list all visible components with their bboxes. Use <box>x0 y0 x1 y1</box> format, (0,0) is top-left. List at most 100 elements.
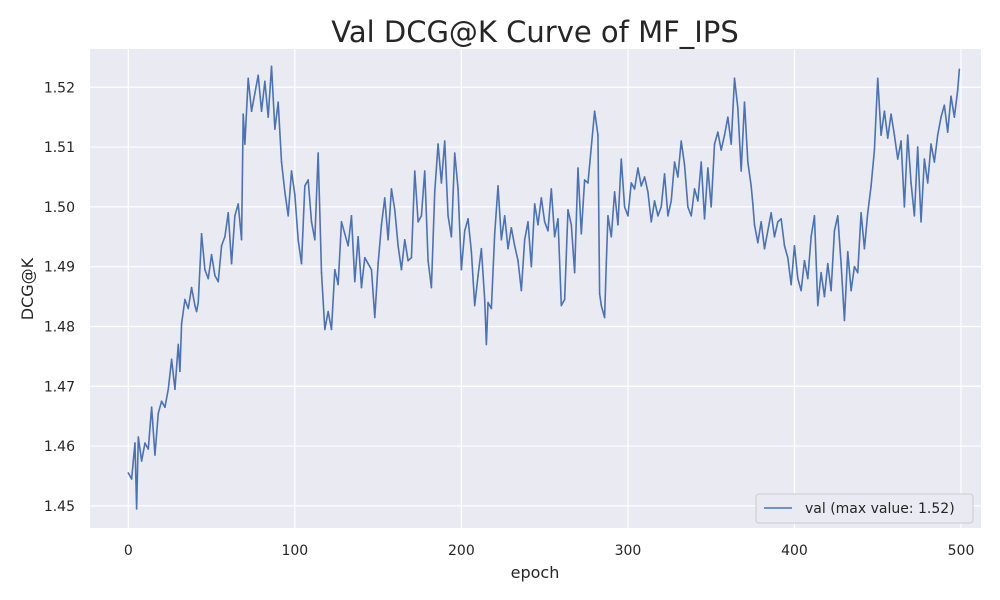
data-point <box>214 274 216 277</box>
data-point <box>836 215 839 217</box>
data-point <box>453 152 456 154</box>
y-tick-label: 1.47 <box>44 379 75 395</box>
data-point <box>846 250 849 253</box>
data-point <box>743 101 746 104</box>
data-point <box>403 238 406 241</box>
data-point <box>707 167 709 169</box>
data-point <box>134 442 136 444</box>
data-point <box>958 68 961 71</box>
data-point <box>713 143 716 145</box>
data-point <box>866 212 869 214</box>
data-point <box>324 328 326 331</box>
data-point <box>720 149 722 151</box>
data-point <box>297 238 299 241</box>
data-point <box>527 221 529 223</box>
y-tick-label: 1.49 <box>44 260 75 276</box>
y-tick-label: 1.48 <box>44 319 75 335</box>
data-point <box>690 215 693 217</box>
data-point <box>463 229 466 232</box>
data-point <box>200 232 203 235</box>
data-point <box>816 304 819 307</box>
data-point <box>400 268 403 271</box>
data-point <box>956 89 959 92</box>
data-point <box>443 140 446 142</box>
y-axis-label: DCG@K <box>18 257 37 320</box>
data-point <box>477 274 479 277</box>
data-point <box>737 107 739 109</box>
data-point <box>850 289 852 292</box>
data-point <box>440 182 443 184</box>
data-point <box>407 259 409 262</box>
data-point <box>254 92 256 95</box>
data-point <box>427 259 429 262</box>
data-point <box>823 295 826 298</box>
data-point <box>433 191 436 193</box>
data-point <box>587 182 589 184</box>
data-point <box>757 241 759 244</box>
data-point <box>383 197 386 199</box>
data-point <box>940 116 942 118</box>
data-point <box>697 200 699 202</box>
data-point <box>287 215 289 217</box>
data-point <box>164 406 166 409</box>
data-point <box>926 182 929 184</box>
data-point <box>190 286 193 289</box>
data-point <box>140 460 143 462</box>
data-point <box>244 143 246 145</box>
x-tick-label: 500 <box>948 543 975 559</box>
data-point <box>787 256 789 259</box>
data-point <box>310 221 313 223</box>
data-point <box>437 143 439 145</box>
data-point <box>610 235 613 238</box>
data-point <box>820 271 822 274</box>
data-point <box>876 77 879 80</box>
data-point <box>277 101 279 104</box>
data-point <box>154 454 156 456</box>
data-point <box>147 448 150 450</box>
data-point <box>503 215 506 217</box>
data-point <box>747 161 749 163</box>
data-point <box>543 221 546 223</box>
data-point <box>740 170 742 172</box>
data-point <box>144 442 146 444</box>
data-point <box>157 412 160 414</box>
data-point <box>860 212 862 214</box>
data-point <box>653 200 656 202</box>
data-point <box>670 200 673 202</box>
data-point <box>803 259 806 262</box>
data-point <box>337 283 339 286</box>
data-point <box>217 280 220 283</box>
data-point <box>180 322 183 325</box>
data-point <box>886 137 889 139</box>
data-point <box>485 343 488 346</box>
data-point <box>204 268 206 271</box>
data-point <box>570 224 573 226</box>
data-point <box>170 358 173 361</box>
data-point <box>450 235 453 238</box>
data-point <box>354 280 356 283</box>
data-point <box>753 224 756 226</box>
data-point <box>197 301 200 304</box>
data-point <box>533 203 536 205</box>
data-point <box>224 235 226 238</box>
data-point <box>603 316 606 319</box>
data-point <box>923 158 926 160</box>
data-point <box>135 508 138 510</box>
data-point <box>605 262 608 265</box>
data-point <box>260 110 263 112</box>
data-point <box>210 253 213 256</box>
data-point <box>473 304 476 307</box>
data-point <box>700 161 703 163</box>
data-point <box>420 215 423 217</box>
data-point <box>763 247 766 250</box>
data-point <box>760 221 762 223</box>
data-point <box>633 188 636 190</box>
data-point <box>510 227 513 229</box>
data-point <box>577 167 579 169</box>
data-point <box>667 215 669 217</box>
data-point <box>600 304 603 307</box>
data-point <box>910 182 912 184</box>
data-point <box>903 206 906 208</box>
data-point <box>550 188 553 190</box>
data-point <box>447 215 449 217</box>
